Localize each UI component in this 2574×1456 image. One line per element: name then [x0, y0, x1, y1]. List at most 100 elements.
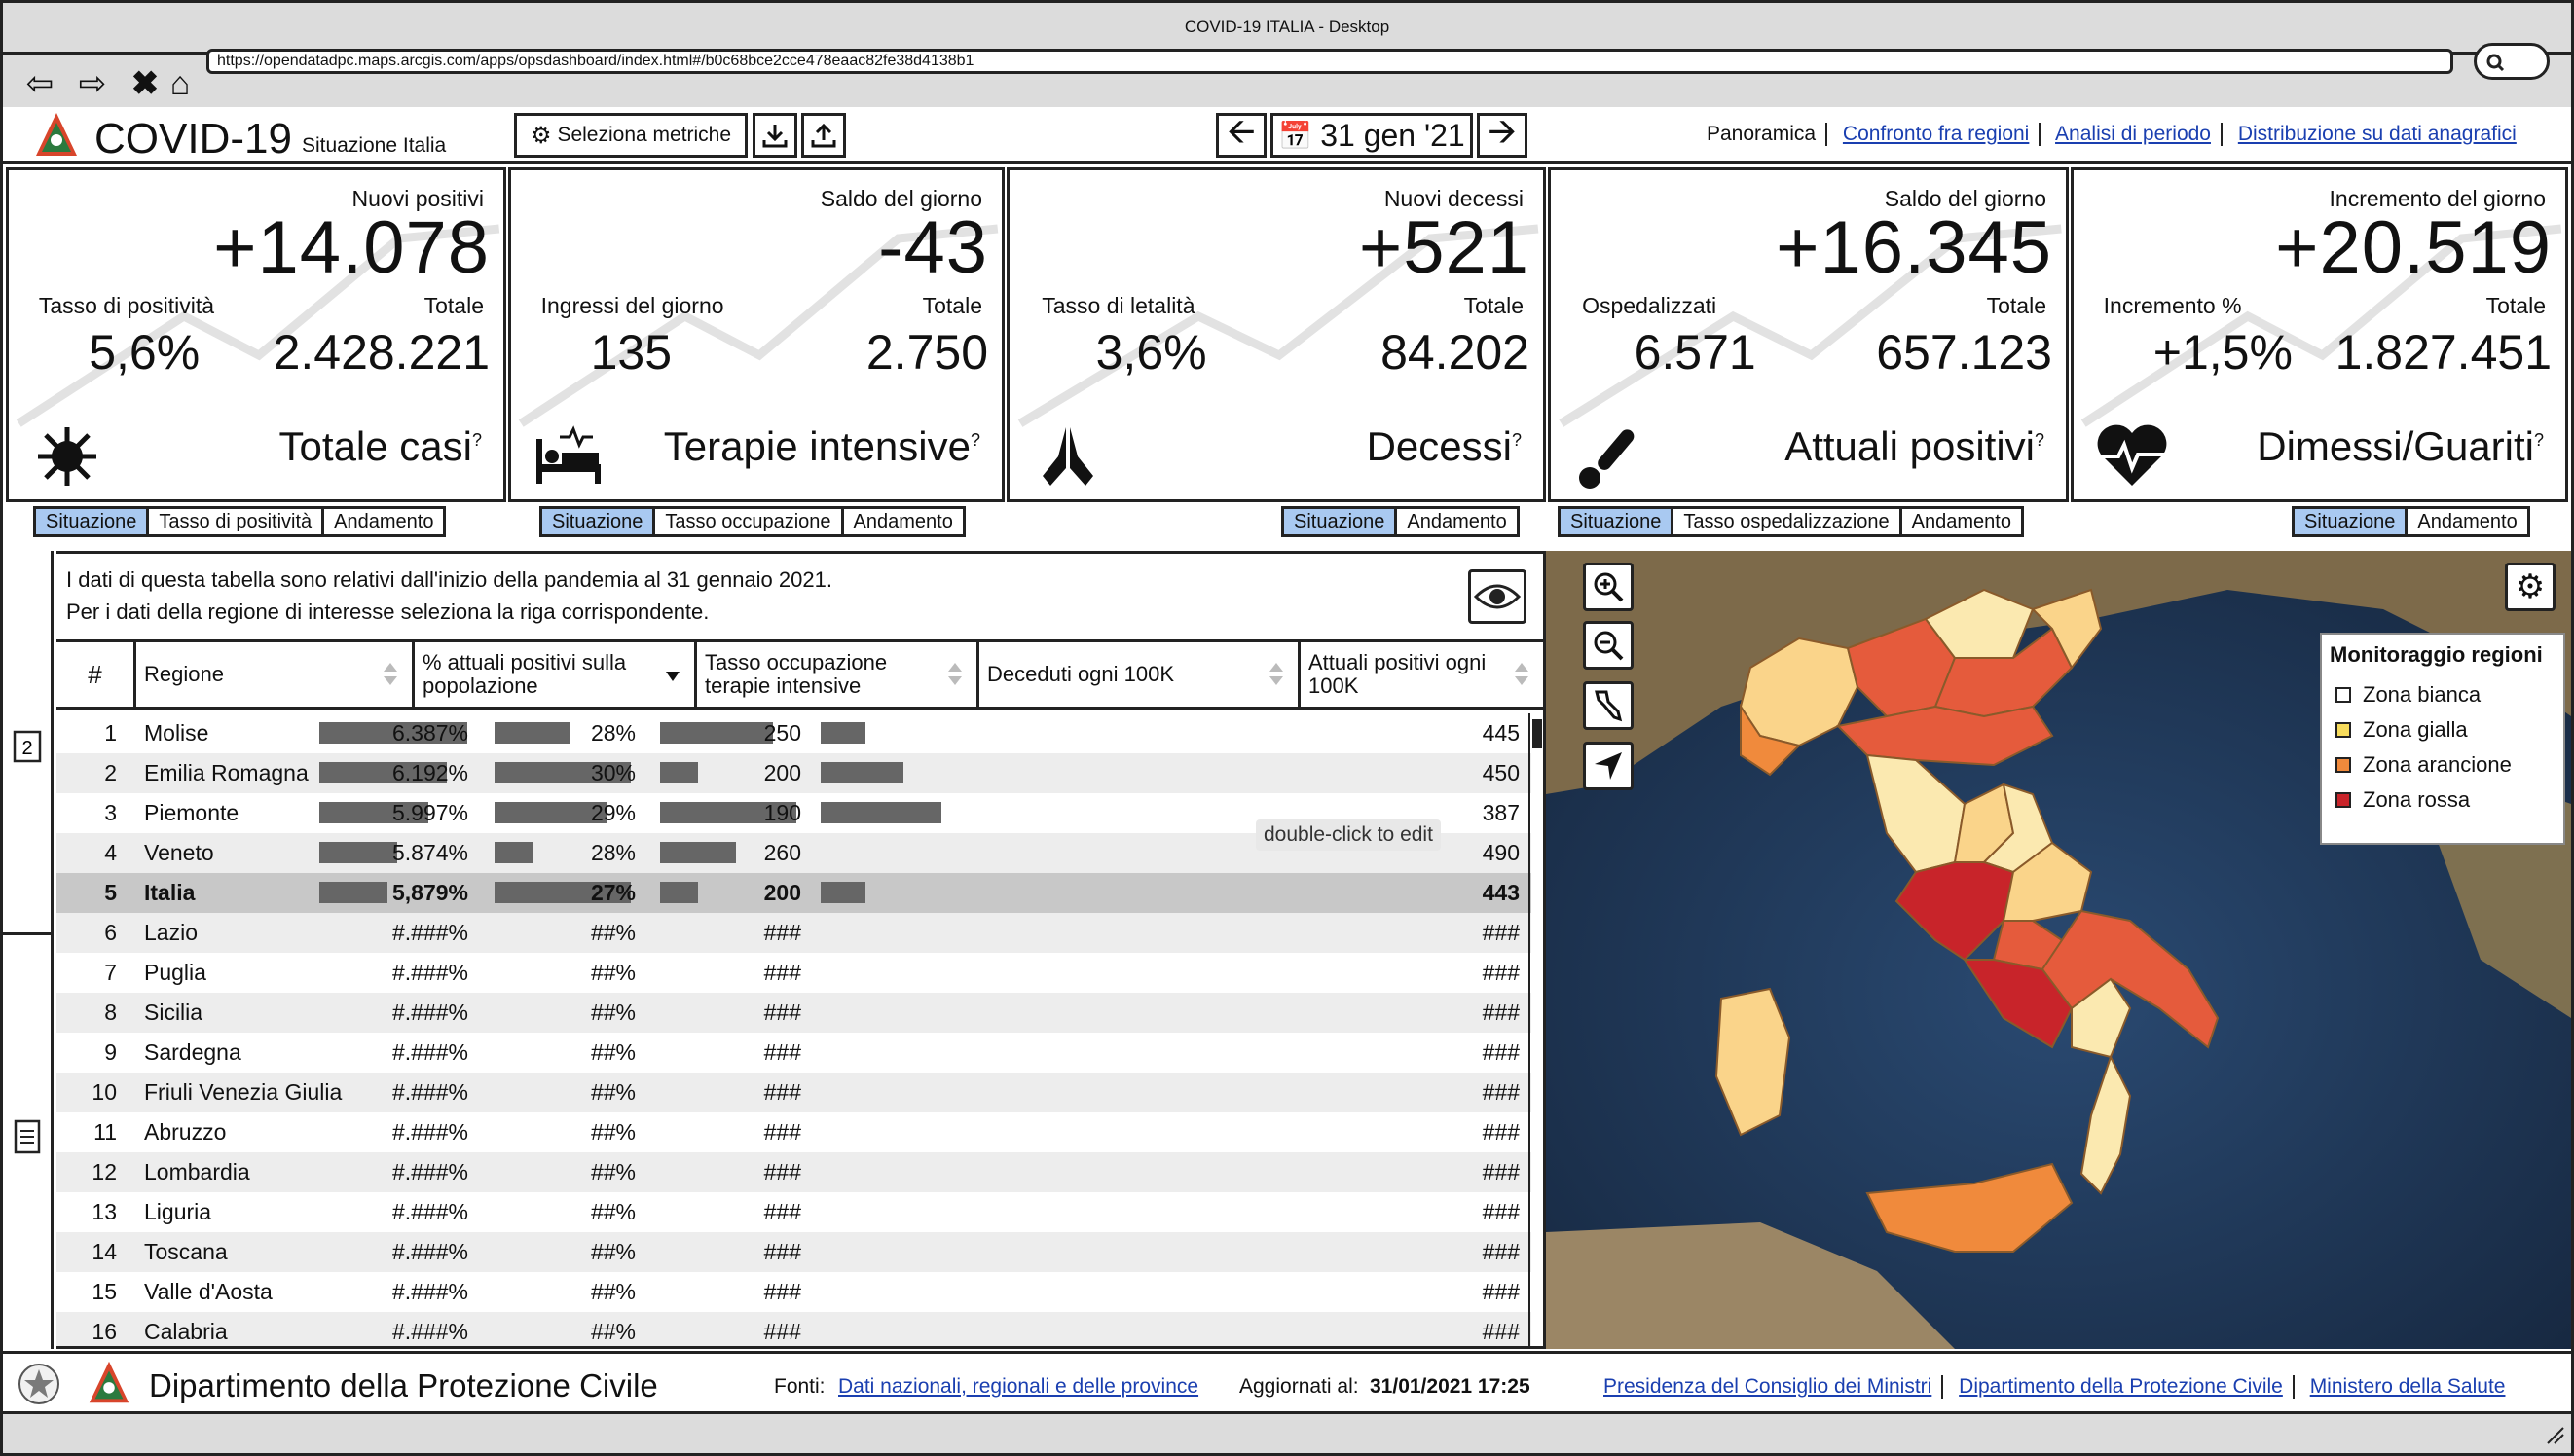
search-icon[interactable] [2474, 43, 2550, 80]
kpi-card-2[interactable]: Saldo del giorno -43 Ingressi del giorno 13… [508, 167, 1005, 502]
row-pct-positivi: #.###% [391, 920, 468, 945]
kpi-card-3[interactable]: Nuovi decessi +521 Tasso di letalità 3,6% To… [1007, 167, 1546, 502]
locate-button[interactable] [1583, 742, 1634, 790]
table-row[interactable]: 8 Sicilia #.###% ##% ### ### [56, 993, 1531, 1033]
tab-andamento[interactable]: Andamento [2408, 506, 2530, 537]
url-input[interactable]: https://opendatadpc.maps.arcgis.com/apps… [206, 49, 2453, 74]
table-row[interactable]: 4 Veneto 5.874% 28% 260 490 [56, 833, 1531, 873]
tab-situazione[interactable]: Situazione [33, 506, 150, 537]
table-row[interactable]: 2 Emilia Romagna 6.192% 30% 200 450 [56, 753, 1531, 793]
sort-icon[interactable] [1512, 660, 1531, 689]
table-row[interactable]: 15 Valle d'Aosta #.###% ##% ### ### [56, 1272, 1531, 1312]
nav-distribuzione[interactable]: Distribuzione su dati anagrafici [2237, 123, 2517, 145]
select-metrics-button[interactable]: ⚙ Seleziona metriche [514, 113, 748, 158]
tab-andamento[interactable]: Andamento [843, 506, 966, 537]
help-icon[interactable]: ? [471, 430, 482, 450]
row-occupazione: 28% [590, 840, 636, 865]
row-region: Valle d'Aosta [144, 1279, 273, 1304]
link-dipartimento[interactable]: Dipartimento della Protezione Civile [1959, 1375, 2283, 1398]
scroll-thumb[interactable] [1532, 719, 1542, 748]
tab-tasso-di-positivit-[interactable]: Tasso di positività [149, 506, 325, 537]
map-settings-button[interactable]: ⚙ [2505, 563, 2556, 611]
table-row[interactable]: 12 Lombardia #.###% ##% ### ### [56, 1152, 1531, 1192]
back-icon[interactable]: ⇦ [25, 65, 55, 102]
sort-icon[interactable] [381, 660, 400, 689]
close-icon[interactable]: ✖ [130, 65, 160, 102]
tab-situazione[interactable]: Situazione [2292, 506, 2409, 537]
table-row[interactable]: 9 Sardegna #.###% ##% ### ### [56, 1033, 1531, 1073]
total-value: 1.827.451 [2335, 325, 2552, 380]
help-icon[interactable]: ? [2034, 430, 2044, 450]
row-deceduti: 250 [763, 720, 801, 746]
kpi-card-1[interactable]: Nuovi positivi +14.078 Tasso di positività… [6, 167, 506, 502]
document-icon[interactable] [11, 1117, 44, 1156]
tab-andamento[interactable]: Andamento [1901, 506, 2024, 537]
table-row[interactable]: 7 Puglia #.###% ##% ### ### [56, 953, 1531, 993]
table-row[interactable]: 13 Liguria #.###% ##% ### ### [56, 1192, 1531, 1232]
prev-date-button[interactable]: 🡨 [1216, 111, 1267, 158]
home-extent-button[interactable] [1583, 681, 1634, 730]
upload-button[interactable] [801, 113, 846, 158]
table-scrollbar[interactable] [1528, 713, 1544, 1346]
row-number: 15 [92, 1279, 117, 1304]
date-picker[interactable]: 📅 31 gen '21 [1270, 113, 1473, 158]
row-attuali: 445 [1482, 720, 1520, 746]
help-icon[interactable]: ? [2533, 430, 2544, 450]
kpi-card-4[interactable]: Saldo del giorno +16.345 Ospedalizzati 6.57… [1548, 167, 2069, 502]
value-bar [319, 802, 428, 823]
nav-analisi[interactable]: Analisi di periodo [2055, 123, 2211, 145]
row-number: 11 [93, 1119, 117, 1145]
forward-icon[interactable]: ⇨ [78, 65, 107, 102]
row-number: 4 [104, 840, 117, 865]
tab-andamento[interactable]: Andamento [1397, 506, 1520, 537]
resize-grip-icon[interactable] [2542, 1422, 2565, 1445]
sort-icon[interactable] [1267, 660, 1286, 689]
column-header[interactable]: % attuali positivi sulla popolazione [415, 642, 697, 707]
row-region: Veneto [144, 840, 214, 865]
table-row[interactable]: 5 Italia 5,879% 27% 200 443 [56, 873, 1531, 913]
tab-situazione[interactable]: Situazione [1558, 506, 1674, 537]
tab-tasso-occupazione[interactable]: Tasso occupazione [655, 506, 844, 537]
table-row[interactable]: 14 Toscana #.###% ##% ### ### [56, 1232, 1531, 1272]
help-icon[interactable]: ? [1511, 430, 1522, 450]
zoom-in-button[interactable] [1583, 563, 1634, 611]
row-pct-positivi: #.###% [391, 1199, 468, 1224]
row-occupazione: 27% [590, 880, 636, 905]
zoom-out-button[interactable] [1583, 621, 1634, 670]
link-presidenza[interactable]: Presidenza del Consiglio dei Ministri [1603, 1375, 1932, 1398]
sort-icon[interactable] [945, 660, 965, 689]
nav-confronto[interactable]: Confronto fra regioni [1842, 123, 2030, 145]
column-header[interactable]: # [56, 642, 136, 707]
column-header[interactable]: Regione [136, 642, 415, 707]
tab-situazione[interactable]: Situazione [539, 506, 656, 537]
table-row[interactable]: 10 Friuli Venezia Giulia #.###% ##% ### ### [56, 1073, 1531, 1112]
kpi-card-5[interactable]: Incremento del giorno +20.519 Incremento %… [2071, 167, 2568, 502]
column-header[interactable]: Tasso occupazione terapie intensive [697, 642, 979, 707]
nav-panoramica[interactable]: Panoramica [1707, 123, 1817, 145]
regions-map[interactable]: ⚙ Monitoraggio regioni Zona bianca Zona g… [1546, 551, 2571, 1349]
tab-situazione[interactable]: Situazione [1281, 506, 1398, 537]
table-row[interactable]: 1 Molise 6.387% 28% 250 445 [56, 713, 1531, 753]
praying-hands-icon [1029, 421, 1107, 491]
home-icon[interactable]: ⌂ [169, 64, 191, 102]
primary-value: +20.519 [2275, 206, 2552, 289]
column-header[interactable]: Attuali positivi ogni 100K [1301, 642, 1546, 707]
row-occupazione: 29% [590, 800, 636, 825]
tab-tasso-ospedalizzazione[interactable]: Tasso ospedalizzazione [1673, 506, 1902, 537]
table-row[interactable]: 16 Calabria #.###% ##% ### ### [56, 1312, 1531, 1346]
help-icon[interactable]: ? [970, 430, 980, 450]
row-region: Italia [144, 880, 196, 905]
eye-icon[interactable] [1468, 569, 1526, 624]
next-date-button[interactable]: 🡪 [1477, 111, 1527, 158]
table-row[interactable]: 3 Piemonte 5.997% 29% 190 387 [56, 793, 1531, 833]
table-row[interactable]: 11 Abruzzo #.###% ##% ### ### [56, 1112, 1531, 1152]
page-2-icon[interactable]: 2 [11, 726, 44, 765]
table-row[interactable]: 6 Lazio #.###% ##% ### ### [56, 913, 1531, 953]
tab-andamento[interactable]: Andamento [324, 506, 447, 537]
link-ministero[interactable]: Ministero della Salute [2309, 1375, 2506, 1398]
total-label: Totale [423, 293, 484, 318]
sort-desc-icon[interactable] [663, 660, 682, 689]
column-header[interactable]: Deceduti ogni 100K [979, 642, 1301, 707]
download-button[interactable] [753, 113, 797, 158]
sources-link[interactable]: Dati nazionali, regionali e delle provin… [838, 1375, 1199, 1398]
